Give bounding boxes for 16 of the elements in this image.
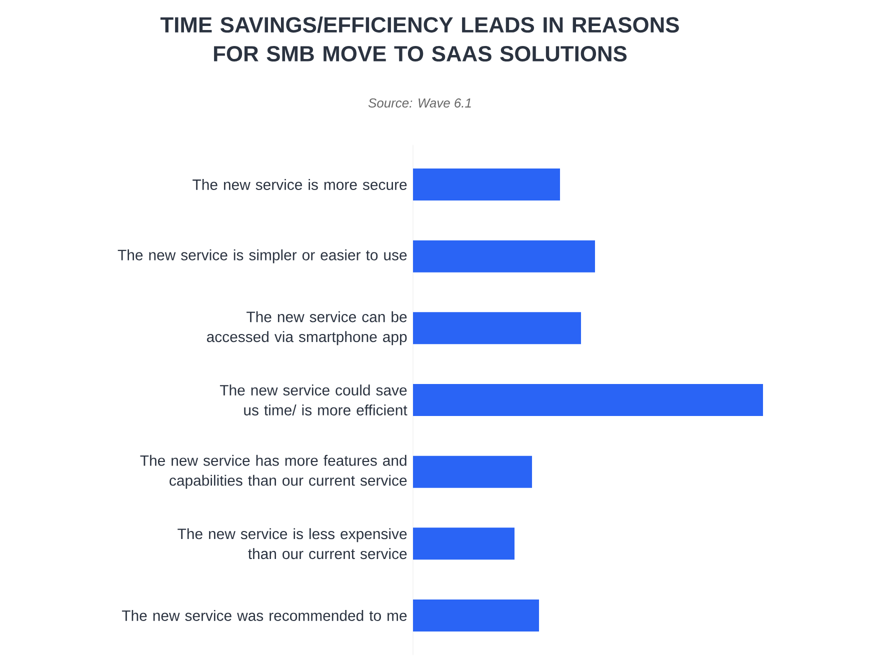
y-tick-label: The new service was recommended to me (122, 610, 407, 621)
bar (413, 312, 582, 344)
y-tick-label: The new service can be accessed via smartphone app (206, 311, 407, 346)
bar (413, 168, 560, 200)
y-tick-label: The new service is simpler or easier to use (118, 249, 407, 264)
bar (413, 599, 540, 632)
bar (413, 384, 764, 416)
y-tick-label: The new service has more features and capabilities than our current service (140, 454, 407, 489)
y-tick-label: The new service is less expensive than our current service (178, 528, 407, 560)
bar (413, 240, 596, 272)
chart-title: TIME SAVINGS/EFFICIENCY LEADS IN REASONS FOR SMB MOVE TO SAAS SOLUTIONS (160, 16, 679, 62)
chart-subtitle: Source: Wave 6.1 (368, 98, 471, 108)
y-tick-label: The new service is more secure (192, 179, 407, 190)
bar (413, 456, 532, 488)
y-tick-label: The new service could save us time/ is more efficient (220, 384, 408, 416)
bar (413, 528, 515, 560)
